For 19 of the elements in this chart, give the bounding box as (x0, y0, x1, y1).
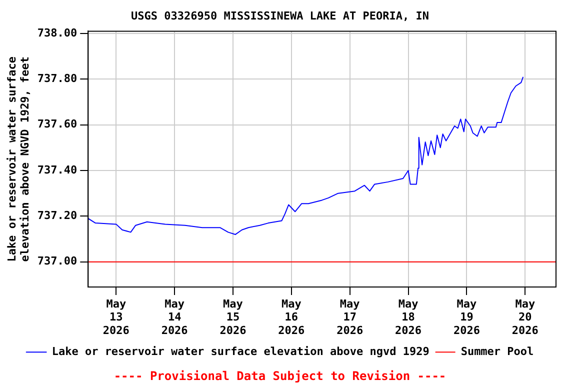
x-tick-label: May 15 2026 (220, 297, 247, 337)
x-tick-label: May 16 2026 (278, 297, 306, 337)
y-tick-label: 738.00 (37, 26, 78, 40)
x-tick-label: May 14 2026 (161, 297, 188, 337)
x-tick-label: May 17 2026 (336, 297, 364, 337)
text: ---- Provisional Data Subject to Revision ---- (114, 368, 446, 383)
chart-title: USGS 03326950 MISSISSINEWA LAKE AT PEORIA, IN (130, 9, 430, 22)
y-tick-label: 737.60 (37, 118, 78, 131)
x-tick-label: May 18 2026 (395, 297, 422, 337)
y-tick-label: 737.40 (37, 163, 78, 176)
y-axis-title: Lake or reservoir water surface elevation above NGVD 1929, feet (5, 56, 32, 262)
y-tick-label: 737.80 (37, 72, 78, 86)
y-tick-label: 737.00 (37, 254, 78, 268)
y-tick-label: 737.20 (37, 209, 78, 222)
x-tick-label: May 13 2026 (102, 297, 130, 337)
legend-label: Summer Pool (460, 344, 534, 358)
x-tick-label: May 20 2026 (512, 297, 539, 337)
x-tick-label: May 19 2026 (453, 297, 480, 337)
legend-label: Lake or reservoir water surface elevation above ngvd 1929 (52, 344, 430, 358)
